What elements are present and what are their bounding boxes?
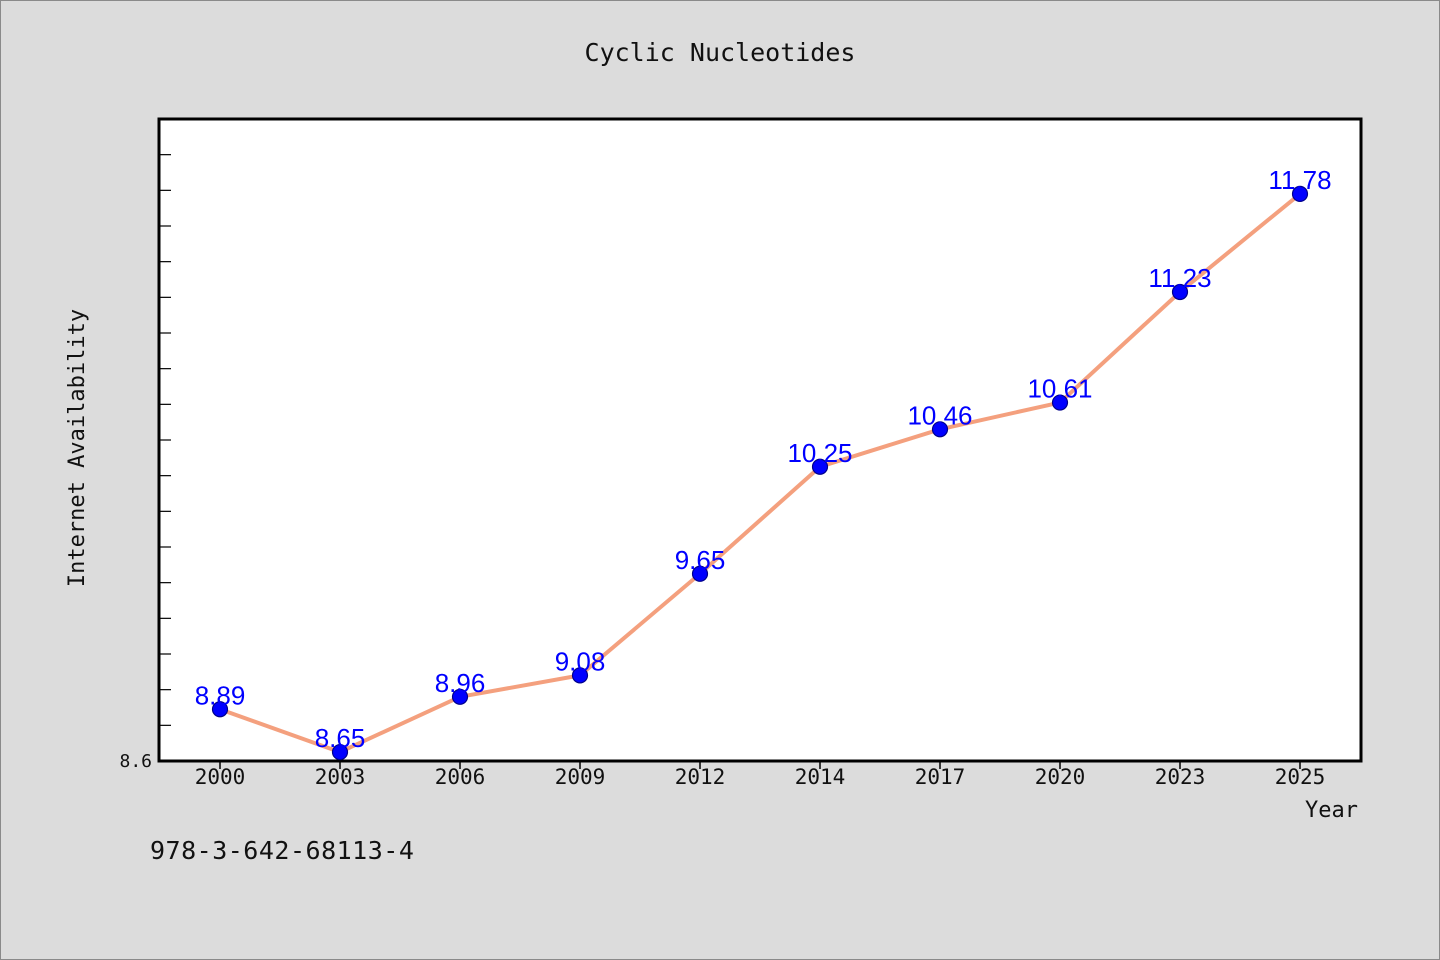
data-point: [811, 458, 829, 475]
data-point: [691, 565, 709, 582]
x-tick-label: 2012: [675, 765, 726, 789]
data-label: 10.61: [1027, 374, 1092, 404]
data-label: 10.46: [907, 400, 972, 430]
plot-area: [157, 117, 1363, 763]
x-tick-label: 2006: [435, 765, 486, 789]
x-axis-tick-labels: 2000 2003 2006 2009 2012 2014 2017 2020 2023 2025: [195, 761, 1326, 789]
data-point: [931, 421, 949, 438]
x-tick-label: 2009: [555, 765, 606, 789]
x-tick-label: 2023: [1155, 765, 1206, 789]
data-label: 8.96: [435, 668, 486, 698]
footer-code: 978-3-642-68113-4: [150, 836, 415, 865]
data-series: 8.89 8.65 8.96 9.08 9.65 10.25 10.46 10.61 11.23…: [195, 165, 1332, 761]
data-point: [451, 688, 469, 705]
data-point: [1051, 394, 1069, 411]
data-point: [571, 667, 589, 684]
x-axis-label: Year: [1305, 798, 1358, 823]
y-axis-label: Internet Availability: [65, 309, 90, 587]
x-tick-label: 2014: [795, 765, 846, 789]
y-tick-label: 8.6: [119, 751, 152, 772]
x-tick-label: 2017: [915, 765, 966, 789]
data-label: 8.89: [195, 680, 246, 710]
data-point: [211, 701, 229, 718]
x-tick-label: 2020: [1035, 765, 1086, 789]
x-tick-label: 2025: [1275, 765, 1326, 789]
data-label: 11.78: [1268, 165, 1331, 195]
data-point: [1171, 283, 1189, 301]
data-label: 11.23: [1148, 263, 1211, 293]
data-label: 10.25: [787, 438, 852, 468]
data-point: [331, 743, 349, 761]
data-label: 8.65: [315, 723, 366, 753]
data-label: 9.08: [555, 646, 606, 676]
y-axis-ticks: [159, 154, 171, 726]
chart-title: Cyclic Nucleotides: [585, 38, 856, 67]
data-label: 9.65: [675, 545, 726, 575]
series-line: [218, 191, 1302, 755]
x-tick-label: 2003: [315, 765, 366, 789]
data-point: [1291, 185, 1309, 202]
x-tick-label: 2000: [195, 765, 246, 789]
